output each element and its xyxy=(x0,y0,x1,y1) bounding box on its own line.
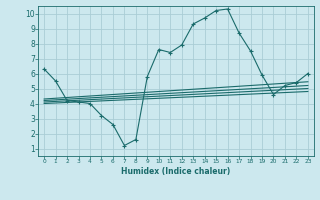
X-axis label: Humidex (Indice chaleur): Humidex (Indice chaleur) xyxy=(121,167,231,176)
